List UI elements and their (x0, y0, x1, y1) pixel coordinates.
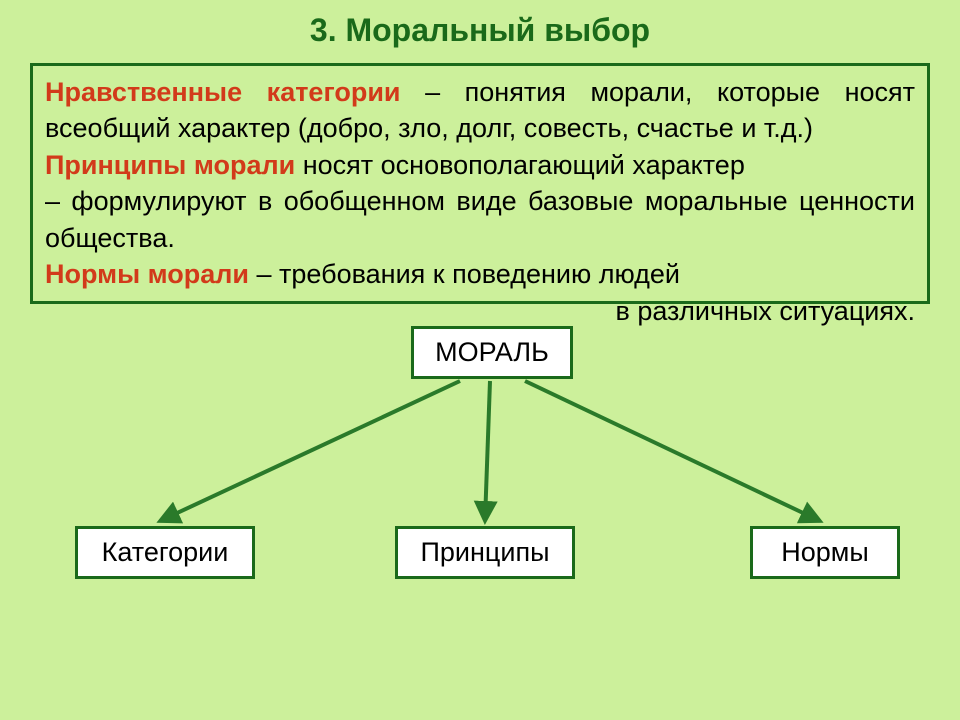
term-3: Нормы морали (45, 259, 249, 289)
hierarchy-diagram: МОРАЛЬ Категории Принципы Нормы (30, 326, 930, 586)
text-3b: в различных ситуациях. (615, 293, 915, 329)
slide: 3. Моральный выбор Нравственные категори… (0, 0, 960, 720)
term-1: Нравственные категории (45, 77, 401, 107)
definitions-box: Нравственные категории – понятия морали,… (30, 63, 930, 304)
node-child-0: Категории (75, 526, 255, 579)
node-child-1: Принципы (395, 526, 575, 579)
node-child-2: Нормы (750, 526, 900, 579)
text-3a: – требования к поведению людей (249, 259, 680, 289)
arrow-1 (485, 381, 490, 521)
definition-1: Нравственные категории – понятия морали,… (45, 74, 915, 147)
definition-2b: – формулируют в обобщенном виде базовые … (45, 183, 915, 256)
definition-2a: Принципы морали носят основополагающий х… (45, 147, 915, 183)
term-2: Принципы морали (45, 150, 295, 180)
slide-title: 3. Моральный выбор (30, 12, 930, 49)
text-2a: носят основополагающий характер (295, 150, 745, 180)
arrow-0 (160, 381, 460, 521)
arrow-2 (525, 381, 820, 521)
node-root: МОРАЛЬ (411, 326, 573, 379)
definition-3: Нормы морали – требования к поведению лю… (45, 256, 915, 292)
